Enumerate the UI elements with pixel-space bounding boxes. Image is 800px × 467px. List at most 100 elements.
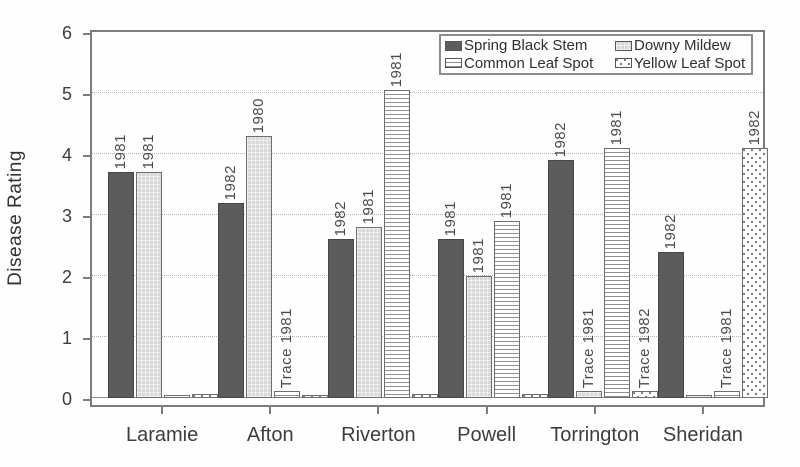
legend-label: Yellow Leaf Spot bbox=[634, 54, 746, 72]
x-tick-sheridan bbox=[701, 407, 704, 414]
baseline-band bbox=[92, 397, 763, 405]
bar-spring-black-stem bbox=[548, 160, 574, 398]
bar-yellow-leaf-spot bbox=[522, 394, 548, 398]
bar-downy-mildew bbox=[356, 227, 382, 398]
y-tick-label-3: 3 bbox=[61, 206, 72, 226]
y-tick-1 bbox=[83, 338, 90, 340]
barwrap: 1982 bbox=[328, 201, 354, 398]
bar-yellow-leaf-spot bbox=[632, 391, 658, 398]
barwrap: 1981 bbox=[466, 238, 492, 398]
bar-year-label: Trace 1981 bbox=[718, 307, 735, 388]
legend-label: Spring Black Stem bbox=[464, 37, 588, 55]
barwrap: 1981 bbox=[136, 134, 162, 398]
legend-item-downy-mildew: Downy Mildew bbox=[615, 37, 747, 54]
bar-spring-black-stem bbox=[438, 239, 464, 398]
bar-year-label: 1981 bbox=[442, 200, 459, 236]
gridline-3 bbox=[92, 214, 763, 215]
bar-common-leaf-spot bbox=[164, 395, 190, 398]
bar-yellow-leaf-spot bbox=[742, 148, 768, 398]
y-tick-3 bbox=[83, 216, 90, 218]
barwrap: Trace 1981 bbox=[714, 308, 740, 398]
bar-year-label: 1981 bbox=[140, 133, 157, 169]
barwrap: 1982 bbox=[548, 122, 574, 398]
y-tick-0 bbox=[83, 399, 90, 401]
legend-item-common-leaf-spot: Common Leaf Spot bbox=[445, 55, 615, 72]
bar-year-label: Trace 1981 bbox=[580, 307, 597, 388]
y-tick-label-6: 6 bbox=[61, 23, 72, 43]
barwrap: Trace 1982 bbox=[632, 308, 658, 398]
bar-common-leaf-spot bbox=[384, 90, 410, 398]
group-sheridan: 1982 Trace 1981 1982 bbox=[658, 32, 768, 398]
x-tick-powell bbox=[485, 407, 488, 414]
x-label-torrington: Torrington bbox=[550, 424, 640, 446]
bar-year-label: 1982 bbox=[552, 121, 569, 157]
barwrap: 1982 bbox=[742, 110, 768, 398]
legend-label: Downy Mildew bbox=[634, 37, 731, 55]
y-tick-5 bbox=[83, 94, 90, 96]
legend-swatch-icon bbox=[445, 40, 462, 51]
barwrap: 1981 bbox=[494, 183, 520, 398]
legend: Spring Black Stem Downy Mildew Common Leaf… bbox=[439, 34, 753, 75]
x-tick-laramie bbox=[161, 407, 164, 414]
y-tick-6 bbox=[83, 33, 90, 35]
barwrap: 1982 bbox=[658, 214, 684, 398]
barwrap: Trace 1981 bbox=[274, 308, 300, 398]
barwrap: 1981 bbox=[604, 110, 630, 398]
barwrap bbox=[686, 395, 712, 398]
y-tick-label-2: 2 bbox=[61, 267, 72, 287]
barwrap bbox=[412, 394, 438, 398]
bar-common-leaf-spot bbox=[274, 391, 300, 398]
x-tick-afton bbox=[269, 407, 272, 414]
x-tick-riverton bbox=[377, 407, 380, 414]
bar-year-label: 1981 bbox=[388, 51, 405, 87]
bar-downy-mildew bbox=[136, 172, 162, 398]
legend-item-yellow-leaf-spot: Yellow Leaf Spot bbox=[615, 55, 747, 72]
barwrap bbox=[522, 394, 548, 398]
bar-year-label: 1981 bbox=[498, 182, 515, 218]
barwrap: 1981 bbox=[384, 52, 410, 398]
x-tick-torrington bbox=[593, 407, 596, 414]
gridline-1 bbox=[92, 336, 763, 337]
bar-year-label: 1981 bbox=[608, 109, 625, 145]
x-label-laramie: Laramie bbox=[125, 424, 199, 446]
group-riverton: 1982 1981 1981 bbox=[328, 32, 438, 398]
bar-downy-mildew bbox=[576, 391, 602, 398]
x-label-sheridan: Sheridan bbox=[662, 424, 743, 446]
gridline-5 bbox=[92, 92, 763, 93]
bar-common-leaf-spot bbox=[714, 391, 740, 398]
gridline-4 bbox=[92, 153, 763, 154]
group-powell: 1981 1981 1981 bbox=[438, 32, 548, 398]
barwrap bbox=[302, 395, 328, 398]
bar-year-label: 1982 bbox=[662, 213, 679, 249]
bar-downy-mildew bbox=[246, 136, 272, 398]
barwrap: 1981 bbox=[356, 189, 382, 398]
x-label-riverton: Riverton bbox=[341, 424, 416, 446]
barwrap bbox=[192, 394, 218, 398]
barwrap: Trace 1981 bbox=[576, 308, 602, 398]
bar-groups: 1981 1981 1982 1980 Trace 1981 1982 1981 1981 19… bbox=[108, 32, 768, 398]
bar-yellow-leaf-spot bbox=[302, 395, 328, 398]
bar-common-leaf-spot bbox=[604, 148, 630, 398]
bar-year-label: 1981 bbox=[470, 237, 487, 273]
group-torrington: 1982 Trace 1981 1981 Trace 1982 bbox=[548, 32, 658, 398]
bar-yellow-leaf-spot bbox=[192, 394, 218, 398]
y-tick-4 bbox=[83, 155, 90, 157]
bar-year-label: 1982 bbox=[332, 200, 349, 236]
bar-spring-black-stem bbox=[218, 203, 244, 398]
barwrap bbox=[164, 395, 190, 398]
y-tick-label-4: 4 bbox=[61, 145, 72, 165]
x-label-powell: Powell bbox=[457, 424, 517, 446]
barwrap: 1981 bbox=[438, 201, 464, 398]
bar-year-label: Trace 1982 bbox=[636, 307, 653, 388]
plot-area: 1981 1981 1982 1980 Trace 1981 1982 1981 1981 19… bbox=[90, 30, 768, 407]
gridline-2 bbox=[92, 275, 763, 276]
bar-year-label: 1982 bbox=[746, 109, 763, 145]
legend-item-spring-black-stem: Spring Black Stem bbox=[445, 37, 615, 54]
bar-downy-mildew bbox=[686, 395, 712, 398]
bar-year-label: 1981 bbox=[360, 188, 377, 224]
barwrap: 1982 bbox=[218, 165, 244, 398]
y-axis-title: Disease Rating bbox=[5, 150, 26, 286]
bar-common-leaf-spot bbox=[494, 221, 520, 398]
group-afton: 1982 1980 Trace 1981 bbox=[218, 32, 328, 398]
